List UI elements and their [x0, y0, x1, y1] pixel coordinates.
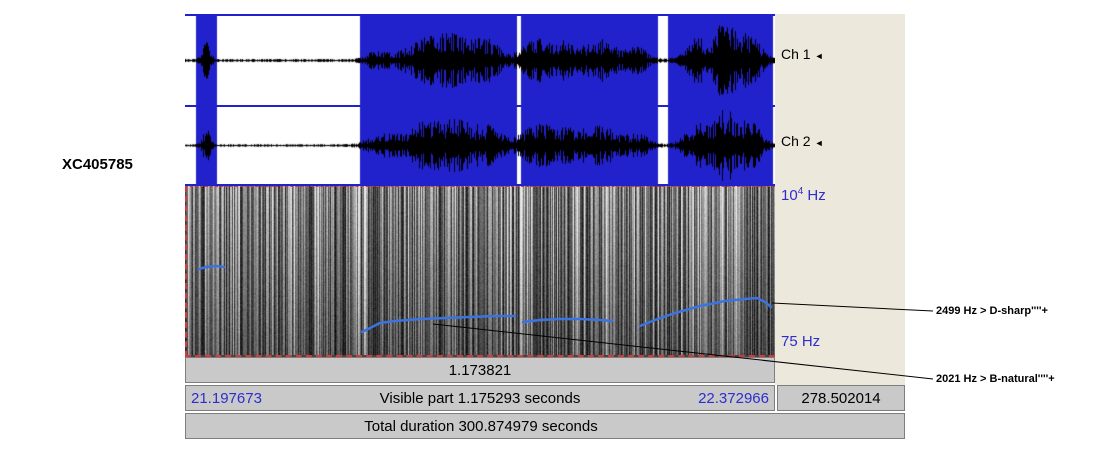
spectrogram-canvas[interactable] — [185, 186, 775, 355]
freq-top-exponent: 4 — [797, 186, 804, 197]
channel-2-label: Ch 2 ◄ — [781, 133, 824, 149]
waveform-channel-2-canvas[interactable] — [185, 107, 775, 184]
waveform-channel-1-canvas[interactable] — [185, 16, 775, 105]
speaker-icon[interactable]: ◄ — [814, 51, 824, 61]
selection-duration-bar[interactable]: 1.173821 — [185, 357, 775, 383]
freq-top-base: 10 — [781, 187, 798, 204]
freq-top-unit: Hz — [803, 187, 826, 204]
waveform-channel-2-panel — [185, 105, 775, 186]
total-duration-bar[interactable]: Total duration 300.874979 seconds — [185, 413, 905, 439]
selection-left-dashed-line — [185, 186, 187, 357]
time-after-window-bar[interactable]: 278.502014 — [777, 385, 905, 411]
editor-side-panel: Ch 1 ◄ Ch 2 ◄ 104 Hz 75 Hz — [775, 14, 905, 385]
pitch-annotation-2: 2021 Hz > B-natural''''+ — [936, 373, 1055, 385]
channel-1-label: Ch 1 ◄ — [781, 46, 824, 62]
recording-id-label: XC405785 — [62, 156, 133, 173]
visible-part-bar[interactable]: 21.197673 Visible part 1.175293 seconds … — [185, 385, 775, 411]
total-duration-label: Total duration 300.874979 seconds — [364, 417, 598, 435]
window-start-time: 21.197673 — [191, 389, 262, 407]
visible-part-label: Visible part 1.175293 seconds — [379, 389, 581, 407]
waveform-channel-1-panel — [185, 14, 775, 107]
time-after-window-value: 278.502014 — [801, 389, 881, 407]
channel-1-label-text: Ch 1 — [781, 46, 811, 62]
window-end-time: 22.372966 — [698, 389, 769, 407]
pitch-annotation-1: 2499 Hz > D-sharp''''+ — [936, 305, 1048, 317]
spectrogram-min-frequency-label: 75 Hz — [781, 333, 821, 350]
speaker-icon[interactable]: ◄ — [814, 138, 824, 148]
selection-top-dashed-line — [185, 186, 775, 187]
spectrogram-max-frequency-label: 104 Hz — [781, 186, 826, 204]
selection-duration-value: 1.173821 — [448, 361, 512, 379]
channel-2-label-text: Ch 2 — [781, 133, 811, 149]
spectrogram-panel — [185, 184, 775, 357]
